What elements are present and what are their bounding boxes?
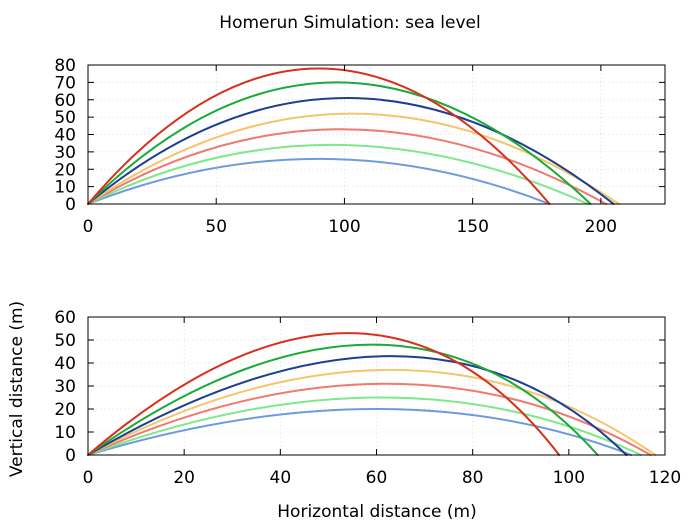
x-tick-label: 100 xyxy=(328,217,360,237)
x-tick-label: 100 xyxy=(553,468,585,488)
y-tick-label: 40 xyxy=(54,354,76,374)
y-tick-label: 60 xyxy=(54,91,76,111)
x-axis-label: Horizontal distance (m) xyxy=(277,502,476,522)
y-tick-label: 70 xyxy=(54,73,76,93)
trajectory-curve-5 xyxy=(87,97,615,205)
trajectory-curve-3 xyxy=(87,128,608,205)
trajectory-curve-3 xyxy=(87,382,652,456)
y-tick-label: 40 xyxy=(54,126,76,146)
y-tick-label: 50 xyxy=(54,331,76,351)
trajectory-curve-6 xyxy=(87,81,592,205)
x-tick-label: 80 xyxy=(462,468,484,488)
y-tick-label: 10 xyxy=(54,423,76,443)
y-axis-label: Vertical distance (m) xyxy=(7,301,27,477)
trajectory-curve-2 xyxy=(87,143,590,205)
trajectory-curve-7 xyxy=(87,332,561,456)
trajectory-curve-1 xyxy=(87,408,633,456)
trajectory-curve-6 xyxy=(87,343,599,456)
trajectory-curve-2 xyxy=(87,396,642,456)
y-tick-label: 10 xyxy=(54,178,76,198)
y-tick-label: 20 xyxy=(54,400,76,420)
x-tick-label: 0 xyxy=(83,468,94,488)
x-tick-label: 0 xyxy=(83,217,94,237)
chart-title: Homerun Simulation: sea level xyxy=(219,13,480,33)
x-tick-label: 200 xyxy=(585,217,617,237)
y-tick-label: 0 xyxy=(65,446,76,466)
y-tick-label: 20 xyxy=(54,160,76,180)
y-tick-label: 0 xyxy=(65,195,76,215)
x-tick-label: 120 xyxy=(649,468,681,488)
x-tick-label: 50 xyxy=(205,217,227,237)
trajectory-curve-1 xyxy=(87,157,551,205)
trajectory-curve-5 xyxy=(87,355,628,456)
y-tick-label: 30 xyxy=(54,377,76,397)
trajectory-curve-4 xyxy=(87,368,657,456)
x-tick-label: 20 xyxy=(173,468,195,488)
y-tick-label: 80 xyxy=(54,56,76,76)
x-tick-label: 40 xyxy=(270,468,292,488)
trajectory-curve-7 xyxy=(87,67,551,205)
y-tick-label: 30 xyxy=(54,143,76,163)
y-tick-label: 50 xyxy=(54,108,76,128)
y-tick-label: 60 xyxy=(54,308,76,328)
trajectory-curve-4 xyxy=(87,112,620,205)
x-tick-label: 60 xyxy=(366,468,388,488)
bottom-plot-panel: 0 20 40 60 80 100 120 0 10 20 30 40 50 60 xyxy=(54,308,681,488)
x-tick-label: 150 xyxy=(456,217,488,237)
